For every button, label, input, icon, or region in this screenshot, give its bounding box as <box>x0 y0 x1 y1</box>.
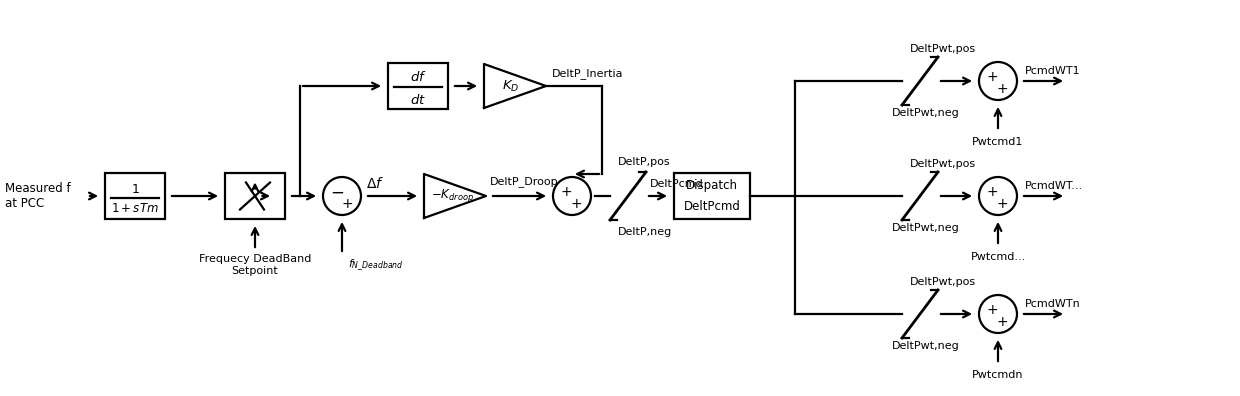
Text: $+$: $+$ <box>560 185 572 199</box>
Text: $1$: $1$ <box>130 183 139 196</box>
Text: DeltPwt,neg: DeltPwt,neg <box>892 223 960 233</box>
Text: $1 + sTm$: $1 + sTm$ <box>112 202 159 215</box>
Text: Dispatch: Dispatch <box>686 179 738 192</box>
Text: DeltPcmd: DeltPcmd <box>650 179 704 189</box>
Text: $+$: $+$ <box>570 197 582 211</box>
Text: $+$: $+$ <box>996 315 1008 329</box>
Text: DeltPwt,pos: DeltPwt,pos <box>910 44 976 54</box>
Text: Frequecy DeadBand
Setpoint: Frequecy DeadBand Setpoint <box>198 254 311 276</box>
Text: DeltP_Droop: DeltP_Droop <box>490 177 559 187</box>
Text: PcmdWTn: PcmdWTn <box>1025 299 1081 309</box>
Bar <box>388 63 448 109</box>
Text: DeltP,pos: DeltP,pos <box>618 157 671 167</box>
Text: $+$: $+$ <box>986 185 998 199</box>
Text: DeltP,neg: DeltP,neg <box>618 227 672 237</box>
Text: PcmdWT1: PcmdWT1 <box>1025 66 1080 76</box>
Text: DeltPwt,pos: DeltPwt,pos <box>910 277 976 287</box>
Text: Pwtcmd1: Pwtcmd1 <box>972 137 1024 147</box>
Text: Pwtcmd...: Pwtcmd... <box>971 252 1025 262</box>
Text: $dt$: $dt$ <box>410 93 427 107</box>
Text: $f_{N\_Deadband}$: $f_{N\_Deadband}$ <box>348 258 404 274</box>
Text: DeltPcmd: DeltPcmd <box>683 200 740 213</box>
Text: $-K_{droop}$: $-K_{droop}$ <box>432 187 475 204</box>
Text: PcmdWT...: PcmdWT... <box>1025 181 1083 191</box>
Text: $+$: $+$ <box>986 303 998 317</box>
Bar <box>224 173 285 219</box>
Text: DeltPwt,neg: DeltPwt,neg <box>892 108 960 118</box>
Bar <box>105 173 165 219</box>
Text: DeltPwt,pos: DeltPwt,pos <box>910 159 976 169</box>
Text: $df$: $df$ <box>409 70 427 84</box>
Bar <box>675 173 750 219</box>
Text: $K_D$: $K_D$ <box>502 78 520 93</box>
Text: Pwtcmdn: Pwtcmdn <box>972 370 1024 380</box>
Text: DeltP_Inertia: DeltP_Inertia <box>552 69 624 80</box>
Text: $\Delta f$: $\Delta f$ <box>366 175 384 190</box>
Text: $-$: $-$ <box>330 183 343 201</box>
Text: $+$: $+$ <box>996 197 1008 211</box>
Text: $+$: $+$ <box>341 197 353 211</box>
Text: $+$: $+$ <box>996 82 1008 96</box>
Text: $+$: $+$ <box>986 70 998 84</box>
Text: DeltPwt,neg: DeltPwt,neg <box>892 341 960 351</box>
Text: Measured f
at PCC: Measured f at PCC <box>5 182 71 210</box>
